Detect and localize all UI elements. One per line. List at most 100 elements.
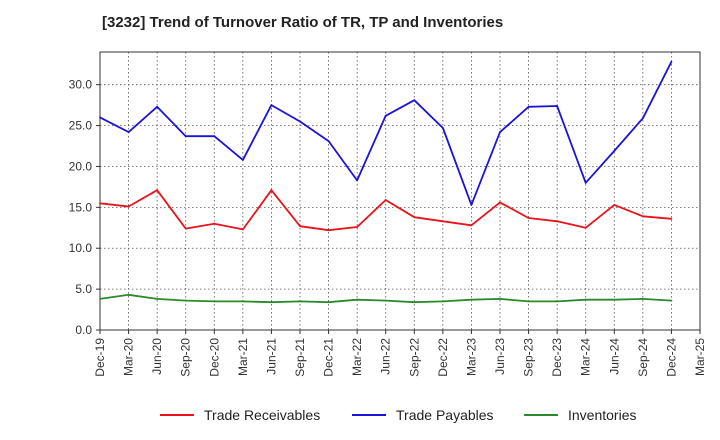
x-tick-label: Jun-24 <box>607 338 621 375</box>
y-tick-label: 25.0 <box>69 119 93 133</box>
data-point-inventories <box>127 293 130 296</box>
data-point-inventories <box>270 301 273 304</box>
data-point-trade-payables <box>213 135 216 138</box>
data-point-inventories <box>356 298 359 301</box>
data-point-trade-payables <box>127 131 130 134</box>
data-point-trade-payables <box>413 99 416 102</box>
data-point-inventories <box>641 298 644 300</box>
data-point-trade-receivables <box>527 217 530 219</box>
y-tick-label: 20.0 <box>69 159 93 173</box>
y-tick-label: 5.0 <box>75 282 92 296</box>
data-point-inventories <box>241 300 244 303</box>
data-point-trade-payables <box>384 114 387 117</box>
x-tick-label: Dec-21 <box>322 338 336 377</box>
data-point-trade-payables <box>327 140 330 143</box>
x-tick-label: Mar-21 <box>236 338 250 376</box>
x-tick-label: Jun-22 <box>379 338 393 375</box>
legend-label-trade-receivables: Trade Receivables <box>204 407 321 423</box>
data-point-trade-payables <box>670 60 673 63</box>
data-point-trade-receivables <box>241 228 244 231</box>
x-tick-label: Dec-24 <box>664 338 678 377</box>
legend-item-trade-receivables: Trade Receivables <box>160 404 320 426</box>
legend-item-inventories: Inventories <box>524 404 636 426</box>
data-point-inventories <box>584 298 587 301</box>
data-point-inventories <box>670 299 673 302</box>
data-point-trade-receivables <box>156 189 159 192</box>
plot-area <box>100 52 700 330</box>
data-point-trade-receivables <box>470 224 473 227</box>
legend-label-trade-payables: Trade Payables <box>396 407 494 423</box>
data-point-trade-payables <box>99 116 101 119</box>
data-point-trade-receivables <box>127 205 130 208</box>
data-point-inventories <box>613 298 616 301</box>
data-point-trade-receivables <box>327 229 330 232</box>
x-tick-label: Sep-24 <box>636 338 650 377</box>
data-point-trade-payables <box>584 181 587 184</box>
x-tick-label: Mar-24 <box>579 338 593 376</box>
data-point-trade-receivables <box>213 222 216 225</box>
x-tick-label: Dec-22 <box>436 338 450 377</box>
data-point-inventories <box>299 300 301 303</box>
data-point-inventories <box>213 300 216 303</box>
data-point-inventories <box>499 298 501 300</box>
x-tick-label: Jun-21 <box>264 338 278 375</box>
data-point-trade-payables <box>441 127 444 129</box>
data-point-inventories <box>556 300 559 303</box>
x-tick-label: Sep-22 <box>407 338 421 377</box>
data-point-trade-payables <box>470 204 473 206</box>
x-tick-label: Sep-20 <box>179 338 193 377</box>
data-point-inventories <box>384 299 387 302</box>
data-point-inventories <box>413 301 416 304</box>
data-point-trade-payables <box>641 117 644 120</box>
data-point-trade-receivables <box>670 217 673 220</box>
data-point-trade-payables <box>156 105 159 108</box>
data-point-trade-receivables <box>299 225 301 228</box>
data-point-trade-receivables <box>499 201 501 204</box>
x-tick-label: Dec-19 <box>93 338 107 377</box>
data-point-trade-receivables <box>441 220 444 223</box>
legend-label-inventories: Inventories <box>568 407 637 423</box>
data-point-inventories <box>327 301 330 304</box>
x-tick-label: Jun-20 <box>150 338 164 375</box>
data-point-trade-receivables <box>613 204 616 206</box>
data-point-trade-payables <box>184 135 187 138</box>
y-tick-label: 15.0 <box>69 200 93 214</box>
plot-frame <box>99 51 701 331</box>
data-point-trade-receivables <box>556 220 559 223</box>
data-point-inventories <box>527 300 530 303</box>
data-point-trade-receivables <box>270 189 273 192</box>
x-tick-label: Sep-21 <box>293 338 307 377</box>
data-point-trade-payables <box>299 120 301 123</box>
legend-item-trade-payables: Trade Payables <box>352 404 494 426</box>
x-tick-label: Mar-23 <box>464 338 478 376</box>
data-point-inventories <box>99 298 101 300</box>
data-point-trade-payables <box>270 104 273 107</box>
data-point-trade-receivables <box>184 227 187 230</box>
data-point-trade-payables <box>356 179 359 182</box>
x-tick-label: Mar-22 <box>350 338 364 376</box>
data-point-trade-receivables <box>356 226 359 228</box>
data-point-trade-payables <box>556 105 559 107</box>
x-tick-label: Dec-23 <box>550 338 564 377</box>
data-point-trade-receivables <box>584 226 587 229</box>
data-point-trade-payables <box>527 105 530 108</box>
data-point-trade-payables <box>241 159 244 161</box>
data-point-trade-receivables <box>384 199 387 201</box>
x-tick-label: Jun-23 <box>493 338 507 375</box>
data-point-trade-receivables <box>413 216 416 219</box>
legend-swatch-inventories <box>524 414 558 416</box>
legend-swatch-trade-receivables <box>160 414 194 416</box>
chart-legend: Trade Receivables Trade Payables Invento… <box>0 404 720 426</box>
data-point-inventories <box>156 298 159 300</box>
data-point-trade-receivables <box>641 215 644 218</box>
data-point-trade-receivables <box>99 202 101 205</box>
data-point-inventories <box>441 300 444 303</box>
data-point-inventories <box>184 299 187 302</box>
x-tick-label: Mar-20 <box>122 338 136 376</box>
y-tick-label: 10.0 <box>69 241 93 255</box>
data-point-trade-payables <box>613 150 616 152</box>
y-tick-label: 30.0 <box>69 78 93 92</box>
data-point-inventories <box>470 298 473 301</box>
y-tick-label: 0.0 <box>75 323 92 337</box>
